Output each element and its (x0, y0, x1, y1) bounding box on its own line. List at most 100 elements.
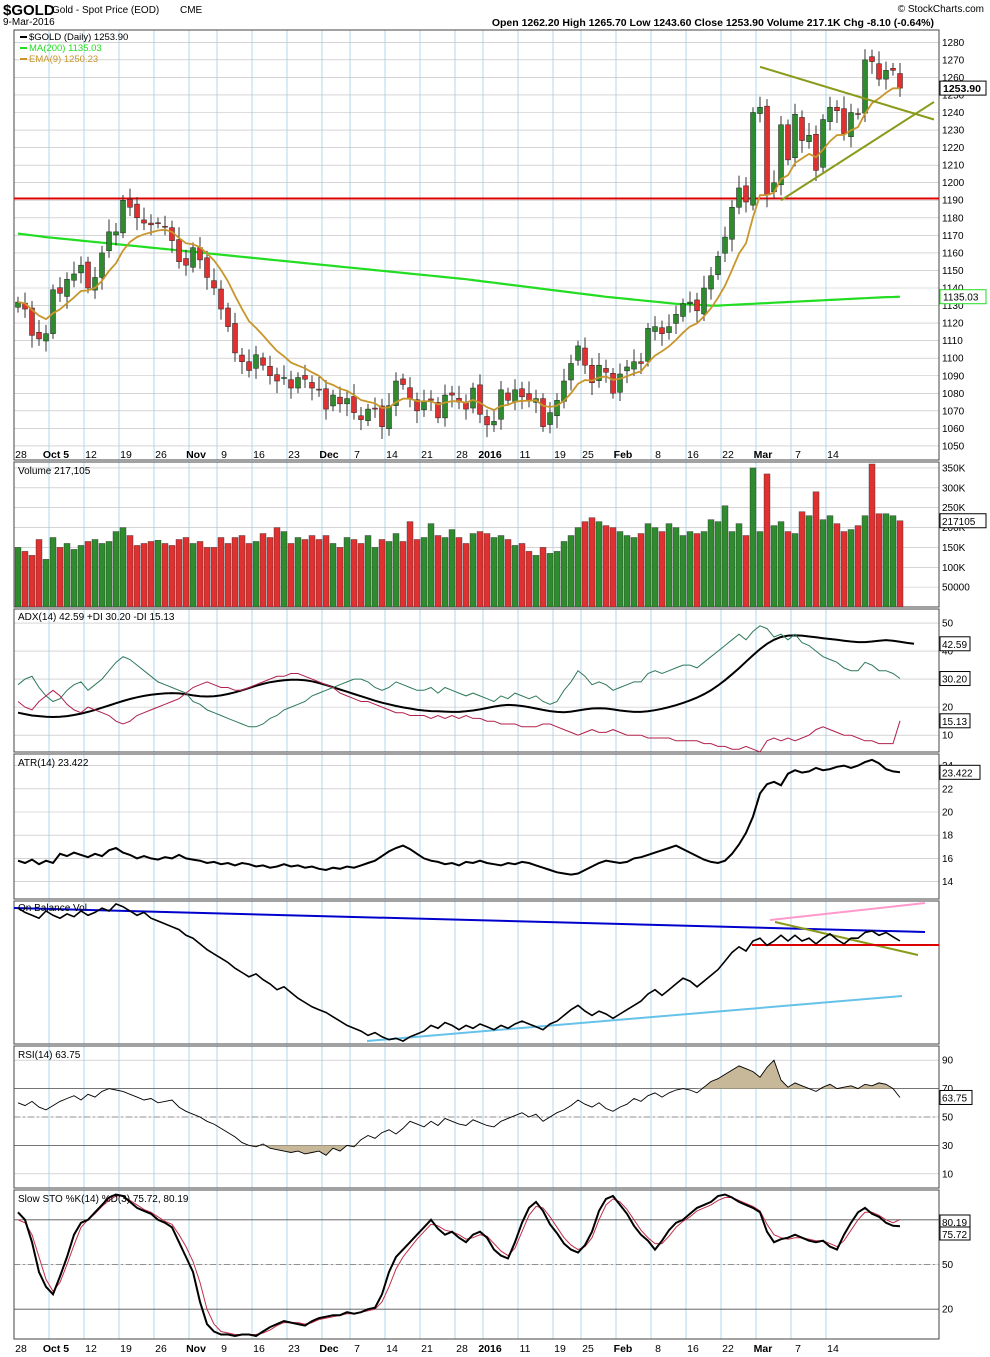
candle-body (673, 314, 679, 324)
candle-body (680, 303, 686, 317)
candle-body (736, 187, 742, 208)
volume-bar (714, 521, 722, 608)
volume-bar (252, 541, 260, 608)
volume-bar (28, 555, 36, 608)
candle-body (470, 387, 476, 409)
volume-bar (560, 541, 568, 608)
candle-body (176, 239, 182, 262)
volume-bar (798, 511, 806, 608)
y-tick-label: 1190 (942, 196, 964, 207)
candle-body (624, 366, 630, 372)
candle-body (582, 347, 588, 366)
candle-body (820, 119, 826, 168)
x-tick-label: 7 (795, 1343, 801, 1355)
candle-body (36, 331, 42, 340)
x-tick-label: 19 (554, 1343, 566, 1355)
candle-body (666, 326, 672, 333)
volume-bar (266, 537, 274, 608)
candle-body (694, 299, 700, 312)
candle-body (631, 361, 637, 370)
x-tick-label: 26 (155, 1343, 167, 1355)
volume-bar (567, 535, 575, 608)
volume-title: Volume 217,105 (18, 466, 91, 477)
adx-value-label: 30.20 (942, 675, 967, 686)
candle-body (106, 231, 112, 252)
volume-bar (511, 545, 519, 608)
candle-body (190, 247, 196, 268)
candle-body (526, 393, 532, 401)
volume-bar (315, 539, 323, 608)
volume-bar (294, 537, 302, 608)
volume-bar (35, 539, 43, 608)
volume-bar (119, 527, 127, 608)
x-tick-label: 11 (520, 1343, 531, 1355)
candle-body (540, 398, 546, 427)
volume-bar (812, 491, 820, 608)
volume-bar (833, 523, 841, 608)
volume-bar (546, 553, 554, 608)
candle-body (393, 380, 399, 406)
volume-bar (497, 535, 505, 608)
volume-bar (343, 537, 351, 608)
volume-bar (721, 505, 729, 608)
sto-title: Slow STO %K(14) %D(3) 75.72, 80.19 (18, 1194, 189, 1205)
volume-bar (112, 531, 120, 608)
x-tick-label: 12 (85, 449, 97, 461)
volume-bar (490, 537, 498, 608)
candle-body (708, 275, 714, 290)
triangle-upper-line (759, 65, 935, 121)
volume-bar (273, 527, 281, 608)
candle-body (750, 112, 756, 206)
candle-body (183, 258, 189, 266)
candle-body (351, 396, 357, 413)
volume-bar (91, 539, 99, 608)
candle-body (274, 374, 280, 382)
candle-body (575, 345, 581, 361)
sto-d-line (17, 1195, 901, 1335)
volume-bar (756, 531, 764, 608)
rsi-title: RSI(14) 63.75 (18, 1050, 81, 1061)
x-tick-label: 16 (253, 449, 265, 461)
ma200-tag (939, 289, 987, 305)
panel-frame (13, 753, 940, 900)
volume-bar (42, 559, 50, 608)
x-tick-label: 25 (582, 1343, 594, 1355)
y-tick-label: 1270 (942, 55, 965, 66)
volume-bar (644, 523, 652, 608)
x-tick-label: 23 (288, 1343, 300, 1355)
candle-body (757, 106, 763, 114)
volume-bar (826, 515, 834, 608)
adx-series-line (17, 634, 915, 719)
volume-bar (245, 543, 253, 608)
candle-body (344, 398, 350, 405)
y-tick-label: 14 (942, 877, 954, 888)
volume-bar (350, 539, 358, 608)
volume-bar (84, 541, 92, 608)
volume-bar (742, 535, 750, 608)
x-tick-label: 9 (221, 1343, 227, 1355)
atr-value-label: 23.422 (942, 768, 973, 779)
volume-bar (392, 533, 400, 608)
y-tick-label: 50 (942, 619, 954, 630)
last-price-label: 1253.90 (943, 83, 981, 95)
volume-bar (574, 527, 582, 608)
x-tick-label: Nov (186, 1343, 206, 1355)
volume-bar (483, 533, 491, 608)
x-tick-label: 11 (520, 449, 531, 461)
x-tick-label: 16 (687, 1343, 699, 1355)
volume-bar (238, 535, 246, 608)
candle-body (99, 252, 105, 278)
volume-bar (805, 515, 813, 608)
candle-body (92, 277, 98, 291)
x-tick-label: 19 (120, 449, 132, 461)
candle-body (729, 207, 735, 240)
volume-bar (224, 543, 232, 608)
volume-bar (161, 543, 169, 608)
y-tick-label: 90 (942, 1056, 954, 1067)
volume-bar (14, 547, 22, 608)
y-tick-label: 50 (942, 1260, 954, 1271)
x-tick-label: Dec (319, 1343, 338, 1355)
volume-bar (147, 541, 155, 608)
x-tick-label: 28 (456, 449, 468, 461)
